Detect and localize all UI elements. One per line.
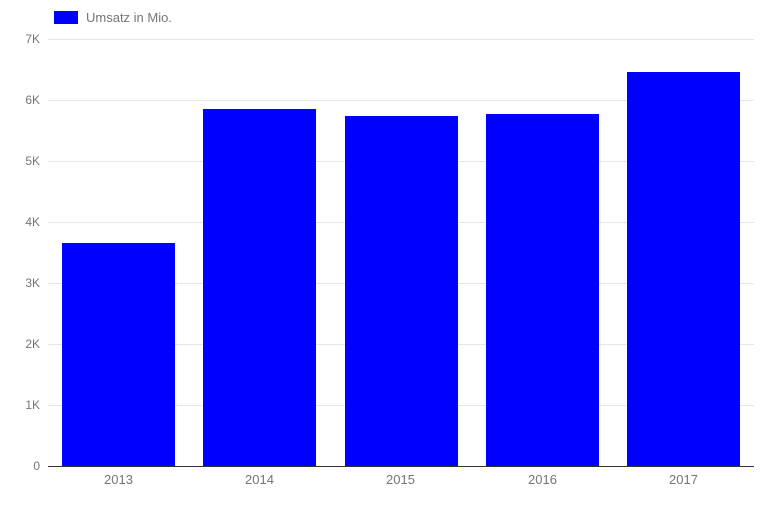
bar-2014[interactable] (203, 109, 316, 466)
x-axis-line (48, 466, 754, 467)
y-axis-tick-label: 4K (25, 215, 40, 229)
x-axis-tick-label: 2014 (245, 472, 274, 487)
x-axis-tick-label: 2015 (386, 472, 415, 487)
x-axis-tick-label: 2017 (669, 472, 698, 487)
y-axis-tick-label: 5K (25, 154, 40, 168)
y-axis-tick-label: 6K (25, 93, 40, 107)
y-axis-tick-label: 2K (25, 337, 40, 351)
bar-2016[interactable] (486, 114, 599, 466)
y-axis-tick-label: 1K (25, 398, 40, 412)
y-axis-tick-label: 7K (25, 32, 40, 46)
legend-label: Umsatz in Mio. (86, 10, 172, 25)
chart-legend[interactable]: Umsatz in Mio. (54, 10, 172, 25)
y-gridline (48, 39, 754, 40)
y-axis-tick-label: 0 (33, 459, 40, 473)
bar-2017[interactable] (627, 72, 740, 466)
y-axis-tick-label: 3K (25, 276, 40, 290)
x-axis-tick-label: 2013 (104, 472, 133, 487)
bar-2013[interactable] (62, 243, 175, 466)
x-axis-tick-label: 2016 (528, 472, 557, 487)
legend-swatch-icon (54, 11, 78, 24)
bar-2015[interactable] (345, 116, 458, 466)
y-gridline (48, 100, 754, 101)
